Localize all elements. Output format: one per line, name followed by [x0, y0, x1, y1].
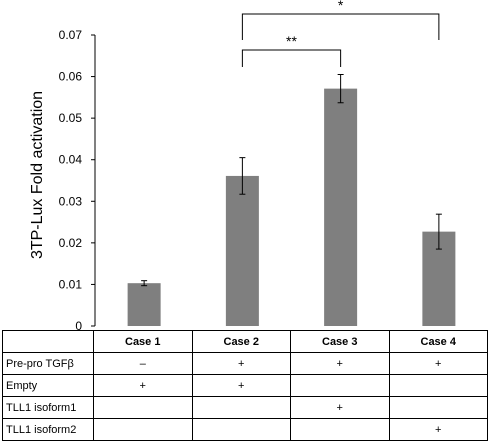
bars — [127, 88, 456, 327]
table-cell: + — [93, 374, 193, 397]
y-axis: 0 0.01 0.02 0.03 0.04 0.05 0.06 0.07 — [59, 28, 96, 330]
table-header-case-4: Case 4 — [388, 330, 488, 353]
table-cell: + — [290, 396, 390, 419]
bar-case-1 — [127, 283, 161, 326]
significance-label: * — [338, 0, 344, 13]
bar-chart: 00.010.020.030.040.050.060.07 *** 3TP-Lu… — [29, 0, 456, 330]
table-row: TLL1 isoform2 + — [2, 418, 488, 441]
significance-bracket — [241, 13, 440, 40]
table-cell — [191, 396, 291, 419]
row-label: Pre-pro TGFβ — [2, 352, 94, 375]
y-tick-label: 0.07 — [59, 28, 83, 42]
table-cell — [93, 396, 193, 419]
y-tick-label: 0.06 — [59, 70, 83, 84]
table-cell: + — [191, 352, 291, 375]
table-cell — [93, 418, 193, 441]
y-tick-label: 0.05 — [59, 111, 83, 125]
significance-brackets: *** — [241, 0, 440, 67]
y-tick-label: 0.03 — [59, 194, 83, 208]
bar-case-3 — [324, 88, 358, 327]
row-label: TLL1 isoform1 — [2, 396, 94, 419]
significance-label: ** — [286, 33, 297, 49]
table-corner-cell — [2, 330, 94, 353]
table-cell — [388, 374, 488, 397]
table-cell — [388, 396, 488, 419]
table-cell — [290, 374, 390, 397]
table-cell — [191, 418, 291, 441]
y-tick-label: 0.02 — [59, 236, 83, 250]
row-label: TLL1 isoform2 — [2, 418, 94, 441]
table-row: Empty + + — [2, 374, 488, 397]
table-cell: + — [388, 352, 488, 375]
table-cell: + — [388, 418, 488, 441]
bar-case-2 — [225, 175, 259, 326]
table-header-case-3: Case 3 — [290, 330, 390, 353]
error-bars — [141, 73, 442, 287]
table-header-case-2: Case 2 — [191, 330, 291, 353]
table-header-row: Case 1 Case 2 Case 3 Case 4 — [2, 330, 488, 353]
table-cell: – — [93, 352, 193, 375]
y-tick-label: 0.04 — [59, 153, 83, 167]
table-header-case-1: Case 1 — [93, 330, 193, 353]
table-cell: + — [191, 374, 291, 397]
table-cell — [290, 418, 390, 441]
y-tick-label: 0.01 — [59, 277, 83, 291]
y-axis-label: 3TP-Lux Fold activation — [29, 91, 46, 259]
table-row: Pre-pro TGFβ – + + + — [2, 352, 488, 375]
table-row: TLL1 isoform1 + — [2, 396, 488, 419]
row-label: Empty — [2, 374, 94, 397]
table-cell: + — [290, 352, 390, 375]
conditions-table: Case 1 Case 2 Case 3 Case 4 Pre-pro TGFβ… — [2, 330, 488, 441]
y-tick-label: 0 — [75, 319, 82, 330]
significance-bracket — [241, 49, 342, 67]
